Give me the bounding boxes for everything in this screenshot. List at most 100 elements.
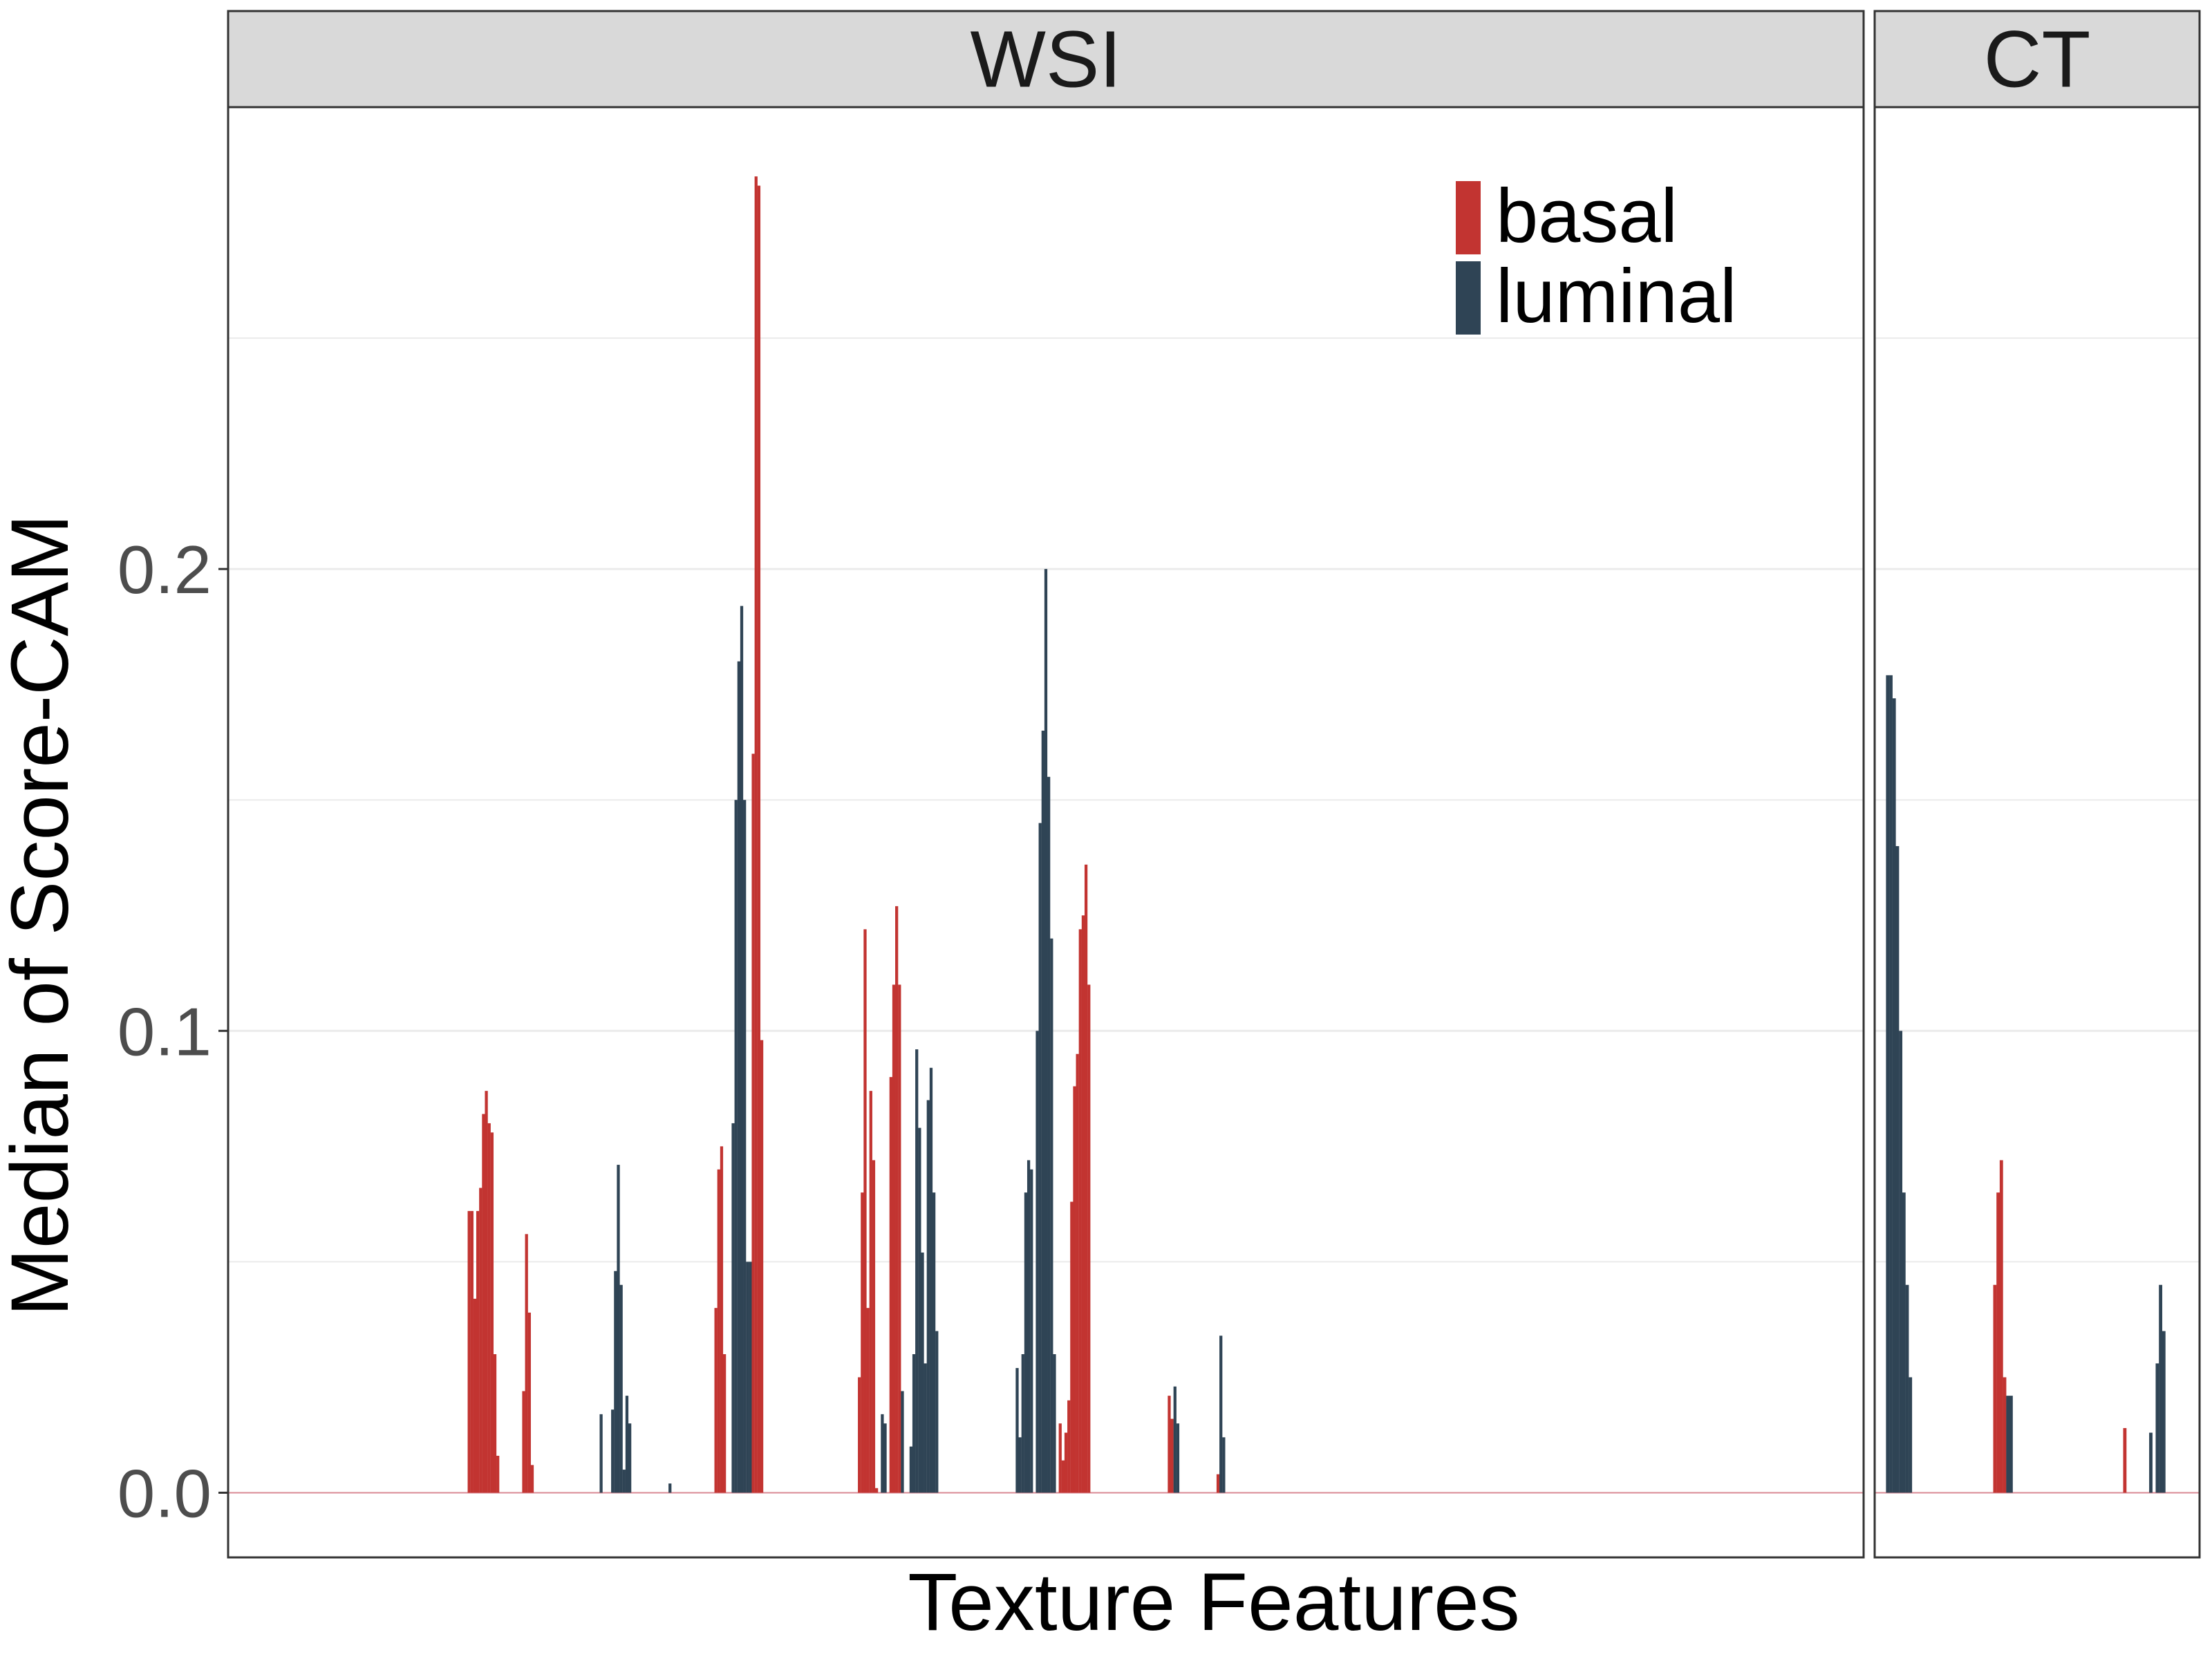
bar-luminal (2159, 1284, 2163, 1493)
bar-basal (496, 1456, 500, 1493)
bar-luminal (2149, 1432, 2153, 1493)
bar-luminal (932, 1192, 936, 1493)
bar-basal (1073, 1086, 1076, 1493)
bar-luminal (743, 800, 747, 1493)
bar-basal (714, 1308, 718, 1493)
bar-luminal (915, 1049, 919, 1493)
bar-basal (717, 1169, 720, 1493)
bar-luminal (740, 606, 744, 1493)
bar-basal (2123, 1427, 2127, 1493)
facet-strip (227, 10, 1865, 109)
bar-basal (754, 176, 758, 1493)
bar-luminal (935, 1331, 939, 1493)
bar-luminal (625, 1396, 629, 1493)
y-tick-label: 0.0 (118, 1455, 212, 1531)
bar-basal (470, 1210, 474, 1493)
bar-basal (479, 1188, 482, 1493)
bar-basal (1064, 1432, 1068, 1493)
bar-luminal (1895, 846, 1900, 1493)
bar-luminal (1050, 938, 1053, 1493)
bar-basal (1216, 1474, 1220, 1493)
bar-basal (482, 1114, 485, 1493)
bar-luminal (1030, 1169, 1033, 1493)
bar-basal (467, 1210, 471, 1493)
bar-basal (874, 1488, 879, 1493)
bar-luminal (2006, 1396, 2010, 1493)
bar-luminal (1176, 1423, 1180, 1493)
bar-basal (485, 1091, 488, 1493)
bar-luminal (2155, 1363, 2159, 1493)
bar-basal (1061, 1460, 1065, 1493)
bar-luminal (912, 1354, 916, 1493)
bar-basal (527, 1312, 531, 1493)
facet-label-wsi: WSI (970, 15, 1121, 104)
bar-basal (720, 1146, 724, 1493)
bar-basal (1076, 1053, 1079, 1493)
bar-luminal (1889, 675, 1893, 1493)
facet-strip (1873, 10, 2201, 109)
bar-luminal (883, 1423, 887, 1493)
bar-basal (869, 1091, 872, 1493)
bar-basal (872, 1160, 876, 1493)
bar-basal (1168, 1396, 1171, 1493)
bar-basal (525, 1234, 528, 1493)
legend-key-luminal (1456, 261, 1481, 335)
bar-luminal (1219, 1335, 1223, 1493)
bar-luminal (628, 1423, 632, 1493)
bar-luminal (1909, 1377, 1913, 1493)
bar-basal (722, 1354, 727, 1493)
bar-luminal (1044, 569, 1048, 1493)
bar-luminal (909, 1446, 913, 1493)
bar-luminal (929, 1067, 933, 1493)
bar-luminal (622, 1470, 626, 1493)
bar-luminal (611, 1409, 615, 1493)
bar-luminal (668, 1483, 672, 1493)
bar-luminal (918, 1127, 921, 1493)
bar-luminal (1041, 731, 1044, 1493)
bar-luminal (2009, 1396, 2013, 1493)
bar-basal (490, 1132, 494, 1493)
bar-luminal (1173, 1386, 1177, 1493)
bar-basal (751, 753, 755, 1493)
bar-basal (858, 1377, 861, 1493)
legend-label-basal: basal (1496, 174, 1678, 259)
y-axis-title: Median of Score-CAM (0, 514, 86, 1317)
bar-luminal (1021, 1354, 1024, 1493)
bar-basal (476, 1210, 480, 1493)
bar-luminal (901, 1391, 904, 1493)
bar-basal (1084, 864, 1088, 1493)
bar-basal (1999, 1160, 2003, 1493)
bar-luminal (749, 1262, 752, 1493)
bar-basal (892, 984, 896, 1493)
y-tick-label: 0.2 (118, 532, 212, 608)
legend-label-luminal: luminal (1496, 254, 1736, 339)
bar-basal (1070, 1201, 1074, 1493)
bar-basal (1087, 984, 1091, 1493)
bar-basal (866, 1308, 870, 1493)
bar-basal (861, 1192, 864, 1493)
x-axis-title: Texture Features (908, 1557, 1519, 1648)
bar-luminal (1015, 1368, 1019, 1493)
bar-luminal (746, 1262, 749, 1493)
bar-basal (473, 1298, 477, 1493)
bar-luminal (924, 1363, 927, 1493)
bar-basal (898, 984, 901, 1493)
bar-luminal (599, 1414, 603, 1493)
bar-luminal (1024, 1192, 1028, 1493)
bar-basal (889, 1077, 892, 1493)
bar-basal (757, 185, 761, 1493)
bar-luminal (614, 1271, 617, 1493)
bar-luminal (617, 1165, 620, 1493)
bar-luminal (1053, 1354, 1056, 1493)
bar-luminal (1892, 698, 1896, 1493)
bar-luminal (881, 1414, 884, 1493)
bar-luminal (1899, 1031, 1903, 1493)
bar-basal (522, 1391, 525, 1493)
bar-luminal (737, 661, 740, 1493)
bar-basal (863, 929, 867, 1493)
bar-luminal (1886, 675, 1890, 1493)
facet-label-ct: CT (1984, 15, 2091, 104)
bar-basal (1996, 1192, 2000, 1493)
bar-luminal (1027, 1160, 1031, 1493)
